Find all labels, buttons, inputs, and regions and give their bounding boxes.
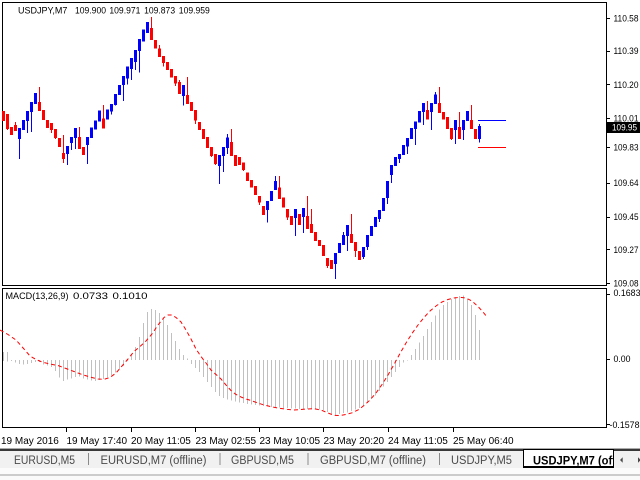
svg-text:109.45: 109.45	[614, 212, 639, 223]
svg-text:19 May 17:40: 19 May 17:40	[67, 436, 128, 447]
svg-text:MACD(13,26,9): MACD(13,26,9)	[6, 291, 69, 302]
svg-text:24 May 11:05: 24 May 11:05	[388, 436, 448, 447]
svg-text:109.900: 109.900	[75, 6, 106, 16]
svg-text:109.959: 109.959	[179, 6, 210, 16]
svg-text:20 May 11:05: 20 May 11:05	[131, 436, 191, 447]
svg-text:USDJPY,M5: USDJPY,M5	[451, 455, 512, 467]
svg-text:110.39: 110.39	[614, 46, 639, 57]
svg-text:0.00: 0.00	[614, 354, 631, 365]
svg-text:23 May 02:55: 23 May 02:55	[196, 436, 257, 447]
svg-text:109.64: 109.64	[614, 178, 639, 189]
svg-text:EURUSD,M5: EURUSD,M5	[14, 455, 75, 467]
svg-text:110.01: 110.01	[614, 114, 639, 125]
svg-text:109.83: 109.83	[614, 143, 639, 154]
svg-text:109.95: 109.95	[612, 123, 637, 134]
svg-text:GBPUSD,M5: GBPUSD,M5	[231, 455, 294, 467]
svg-text:0.1010: 0.1010	[113, 291, 148, 302]
svg-text:109.27: 109.27	[614, 245, 639, 256]
svg-text:109.08: 109.08	[614, 279, 639, 290]
svg-text:109.971: 109.971	[109, 6, 140, 16]
svg-text:23 May 10:05: 23 May 10:05	[260, 436, 321, 447]
svg-text:GBPUSD,M7 (offline): GBPUSD,M7 (offline)	[320, 455, 426, 467]
svg-text:110.58: 110.58	[614, 14, 639, 25]
svg-text:25 May 06:40: 25 May 06:40	[453, 436, 514, 447]
svg-text:USDJPY,M7: USDJPY,M7	[18, 6, 67, 16]
svg-text:109.873: 109.873	[144, 6, 175, 16]
svg-text:110.20: 110.20	[614, 80, 639, 91]
svg-text:0.0733: 0.0733	[73, 291, 108, 302]
svg-text:0.1683: 0.1683	[614, 288, 640, 299]
svg-text:23 May 20:20: 23 May 20:20	[324, 436, 385, 447]
svg-text:19 May 2016: 19 May 2016	[1, 436, 59, 447]
svg-text:-0.1578: -0.1578	[610, 420, 640, 431]
svg-text:USDJPY,M7 (offl: USDJPY,M7 (offl	[533, 456, 619, 468]
svg-text:EURUSD,M7 (offline): EURUSD,M7 (offline)	[101, 455, 207, 467]
